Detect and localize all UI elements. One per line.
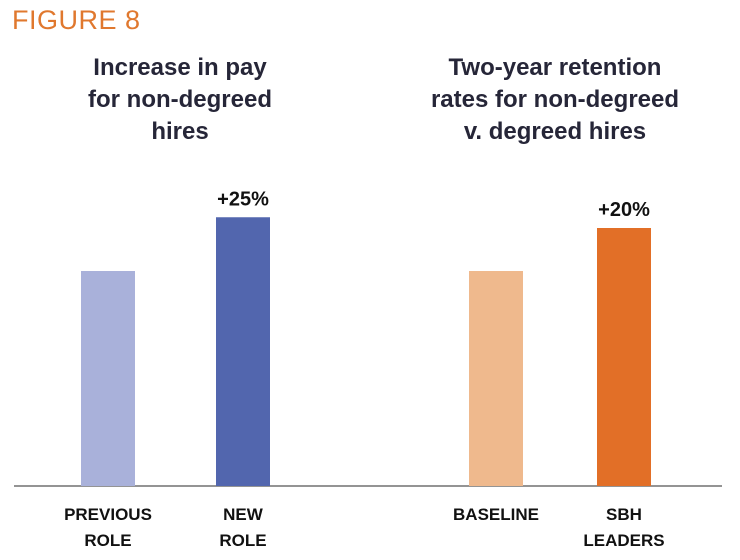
- figure-label: FIGURE 8: [12, 5, 141, 35]
- pay-chart-title-line: for non-degreed: [88, 86, 272, 113]
- x-tick-label: PREVIOUS: [64, 505, 152, 524]
- x-tick-label: LEADERS: [583, 531, 664, 550]
- retention-chart-title-line: rates for non-degreed: [430, 86, 680, 113]
- bar-sbh-leaders: [597, 228, 651, 486]
- pay-chart-title-line: hires: [151, 118, 209, 145]
- bar-baseline: [469, 271, 523, 486]
- pay-chart-title: Increase in pay for non-degreed hires: [40, 52, 320, 148]
- pay-chart-title-line: Increase in pay: [93, 54, 267, 81]
- data-label: +25%: [217, 188, 269, 210]
- x-tick-label: SBH: [606, 505, 642, 524]
- x-tick-label: BASELINE: [453, 505, 539, 524]
- bar-new-role: [216, 217, 270, 486]
- retention-chart-title-line: v. degreed hires: [463, 118, 647, 145]
- x-tick-label: ROLE: [219, 531, 266, 550]
- x-tick-label: ROLE: [84, 531, 131, 550]
- bar-previous-role: [81, 271, 135, 486]
- data-label: +20%: [598, 199, 650, 221]
- retention-chart-title-line: Two-year retention: [448, 54, 662, 81]
- x-tick-label: NEW: [223, 505, 264, 524]
- retention-chart-title: Two-year retention rates for non-degreed…: [400, 52, 710, 148]
